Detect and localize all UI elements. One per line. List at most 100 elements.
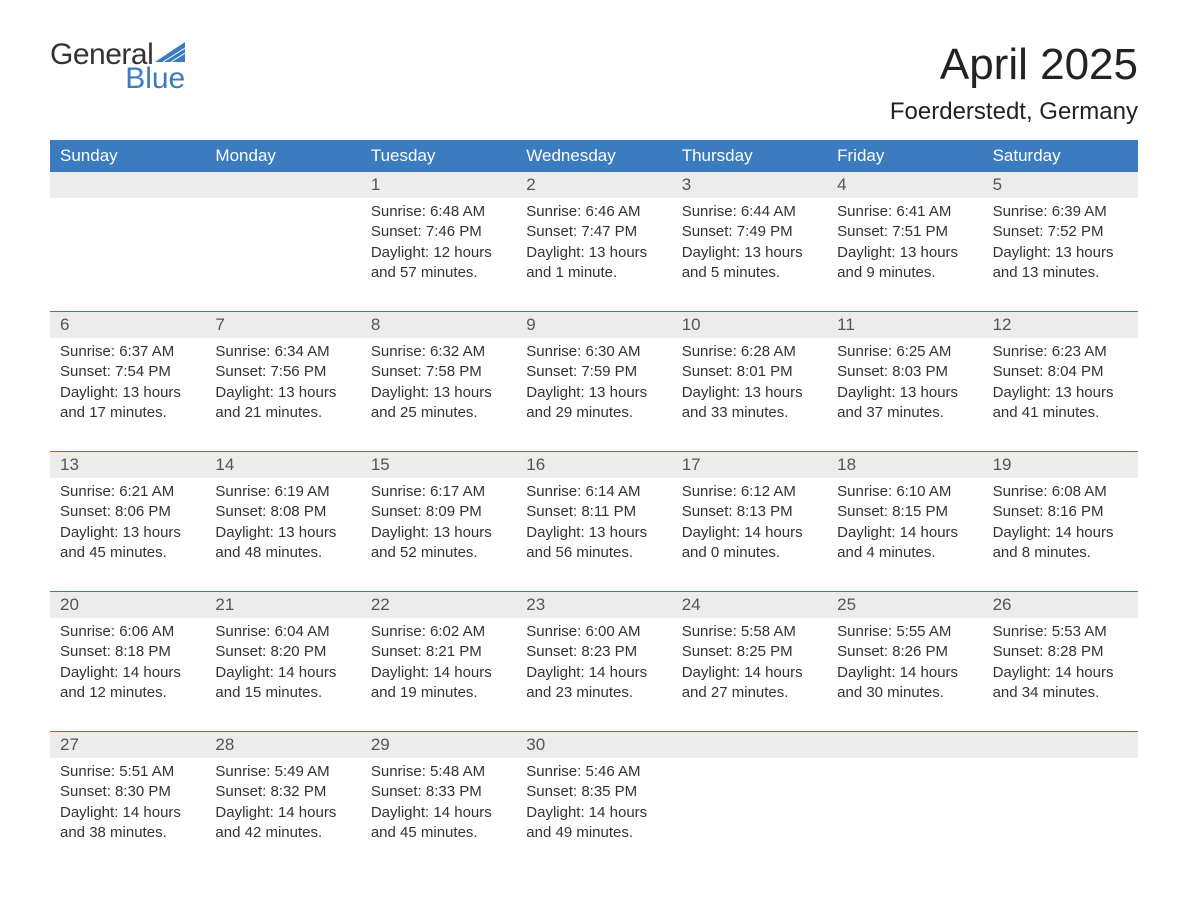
date-number: 19 <box>983 452 1138 478</box>
calendar-cell: Sunrise: 6:00 AMSunset: 8:23 PMDaylight:… <box>516 618 671 711</box>
calendar-cell: Sunrise: 6:46 AMSunset: 7:47 PMDaylight:… <box>516 198 671 291</box>
location: Foerderstedt, Germany <box>890 98 1138 126</box>
sunset-text: Sunset: 7:59 PM <box>526 362 661 382</box>
calendar-cell: Sunrise: 6:34 AMSunset: 7:56 PMDaylight:… <box>205 338 360 431</box>
sunset-text: Sunset: 7:49 PM <box>682 222 817 242</box>
date-number: 14 <box>205 452 360 478</box>
sunset-text: Sunset: 8:09 PM <box>371 502 506 522</box>
calendar-week: 27282930Sunrise: 5:51 AMSunset: 8:30 PMD… <box>50 731 1138 851</box>
daylight-text: Daylight: 14 hours and 30 minutes. <box>837 663 972 704</box>
sunset-text: Sunset: 8:28 PM <box>993 642 1128 662</box>
daylight-text: Daylight: 13 hours and 9 minutes. <box>837 243 972 284</box>
sunrise-text: Sunrise: 6:21 AM <box>60 482 195 502</box>
daylight-text: Daylight: 13 hours and 21 minutes. <box>215 383 350 424</box>
date-number: 6 <box>50 312 205 338</box>
sunset-text: Sunset: 7:47 PM <box>526 222 661 242</box>
daylight-text: Daylight: 13 hours and 56 minutes. <box>526 523 661 564</box>
date-number: 13 <box>50 452 205 478</box>
sunrise-text: Sunrise: 6:08 AM <box>993 482 1128 502</box>
daylight-text: Daylight: 13 hours and 1 minute. <box>526 243 661 284</box>
sunrise-text: Sunrise: 6:28 AM <box>682 342 817 362</box>
sunset-text: Sunset: 8:08 PM <box>215 502 350 522</box>
sunset-text: Sunset: 8:11 PM <box>526 502 661 522</box>
sunrise-text: Sunrise: 6:17 AM <box>371 482 506 502</box>
sunset-text: Sunset: 8:01 PM <box>682 362 817 382</box>
daylight-text: Daylight: 13 hours and 33 minutes. <box>682 383 817 424</box>
daylight-text: Daylight: 13 hours and 29 minutes. <box>526 383 661 424</box>
sunset-text: Sunset: 8:18 PM <box>60 642 195 662</box>
sunset-text: Sunset: 8:06 PM <box>60 502 195 522</box>
sunset-text: Sunset: 7:56 PM <box>215 362 350 382</box>
content-row: Sunrise: 6:06 AMSunset: 8:18 PM Daylight:… <box>50 618 1138 711</box>
daylight-text: Daylight: 14 hours and 4 minutes. <box>837 523 972 564</box>
calendar-cell: Sunrise: 6:23 AMSunset: 8:04 PMDaylight:… <box>983 338 1138 431</box>
daylight-text: Daylight: 13 hours and 5 minutes. <box>682 243 817 284</box>
sunrise-text: Sunrise: 6:23 AM <box>993 342 1128 362</box>
calendar-cell <box>50 198 205 291</box>
date-number: 8 <box>361 312 516 338</box>
date-number: 23 <box>516 592 671 618</box>
date-number: 22 <box>361 592 516 618</box>
daylight-text: Daylight: 14 hours and 49 minutes. <box>526 803 661 844</box>
calendar-cell: Sunrise: 6:25 AMSunset: 8:03 PMDaylight:… <box>827 338 982 431</box>
sunset-text: Sunset: 8:21 PM <box>371 642 506 662</box>
date-number: 28 <box>205 732 360 758</box>
calendar-week: 20212223242526Sunrise: 6:06 AMSunset: 8:… <box>50 591 1138 711</box>
sunset-text: Sunset: 8:15 PM <box>837 502 972 522</box>
sunset-text: Sunset: 8:33 PM <box>371 782 506 802</box>
date-number: 12 <box>983 312 1138 338</box>
sunrise-text: Sunrise: 6:44 AM <box>682 202 817 222</box>
sunset-text: Sunset: 7:52 PM <box>993 222 1128 242</box>
date-number <box>672 732 827 758</box>
sunrise-text: Sunrise: 6:10 AM <box>837 482 972 502</box>
logo-word-blue: Blue <box>94 64 185 94</box>
date-number: 20 <box>50 592 205 618</box>
date-number: 1 <box>361 172 516 198</box>
daylight-text: Daylight: 13 hours and 41 minutes. <box>993 383 1128 424</box>
day-header-row: Sunday Monday Tuesday Wednesday Thursday… <box>50 140 1138 172</box>
date-number: 24 <box>672 592 827 618</box>
date-number: 18 <box>827 452 982 478</box>
page-header: General Blue April 2025 Foerderstedt, Ge… <box>50 40 1138 126</box>
daylight-text: Daylight: 14 hours and 27 minutes. <box>682 663 817 704</box>
daylight-text: Daylight: 13 hours and 48 minutes. <box>215 523 350 564</box>
content-row: Sunrise: 5:51 AMSunset: 8:30 PMDaylight:… <box>50 758 1138 851</box>
daylight-text: Daylight: 14 hours and 34 minutes. <box>993 663 1128 704</box>
daylight-text: Daylight: 14 hours and 0 minutes. <box>682 523 817 564</box>
sunrise-text: Sunrise: 5:46 AM <box>526 762 661 782</box>
sunset-text: Sunset: 8:04 PM <box>993 362 1128 382</box>
calendar-cell: Sunrise: 6:04 AMSunset: 8:20 PMDaylight:… <box>205 618 360 711</box>
sunset-text: Sunset: 8:30 PM <box>60 782 195 802</box>
date-row: 27282930 <box>50 732 1138 758</box>
sunset-text: Sunset: 8:32 PM <box>215 782 350 802</box>
calendar-cell: Sunrise: 6:12 AMSunset: 8:13 PMDaylight:… <box>672 478 827 571</box>
date-number: 7 <box>205 312 360 338</box>
date-row: 20212223242526 <box>50 592 1138 618</box>
sunrise-text: Sunrise: 6:19 AM <box>215 482 350 502</box>
date-number: 11 <box>827 312 982 338</box>
sunrise-text: Sunrise: 6:46 AM <box>526 202 661 222</box>
daylight-text: Daylight: 14 hours and 23 minutes. <box>526 663 661 704</box>
content-row: Sunrise: 6:21 AMSunset: 8:06 PM Daylight:… <box>50 478 1138 571</box>
calendar: Sunday Monday Tuesday Wednesday Thursday… <box>50 140 1138 851</box>
date-number: 17 <box>672 452 827 478</box>
date-number: 4 <box>827 172 982 198</box>
sunrise-text: Sunrise: 6:04 AM <box>215 622 350 642</box>
calendar-cell: Sunrise: 6:08 AMSunset: 8:16 PMDaylight:… <box>983 478 1138 571</box>
calendar-cell: Sunrise: 6:02 AMSunset: 8:21 PMDaylight:… <box>361 618 516 711</box>
day-header-wednesday: Wednesday <box>516 140 671 172</box>
sunrise-text: Sunrise: 5:49 AM <box>215 762 350 782</box>
calendar-cell: Sunrise: 6:30 AMSunset: 7:59 PMDaylight:… <box>516 338 671 431</box>
calendar-week: 6789101112Sunrise: 6:37 AMSunset: 7:54 P… <box>50 311 1138 431</box>
sunrise-text: Sunrise: 6:02 AM <box>371 622 506 642</box>
sunset-text: Sunset: 8:16 PM <box>993 502 1128 522</box>
sunrise-text: Sunrise: 6:06 AM <box>60 622 195 642</box>
sunset-text: Sunset: 8:26 PM <box>837 642 972 662</box>
calendar-cell: Sunrise: 6:21 AMSunset: 8:06 PMDaylight:… <box>50 478 205 571</box>
date-number: 27 <box>50 732 205 758</box>
sunset-text: Sunset: 8:35 PM <box>526 782 661 802</box>
sunrise-text: Sunrise: 5:48 AM <box>371 762 506 782</box>
calendar-cell <box>205 198 360 291</box>
sunset-text: Sunset: 8:23 PM <box>526 642 661 662</box>
calendar-cell: Sunrise: 6:48 AMSunset: 7:46 PMDaylight:… <box>361 198 516 291</box>
